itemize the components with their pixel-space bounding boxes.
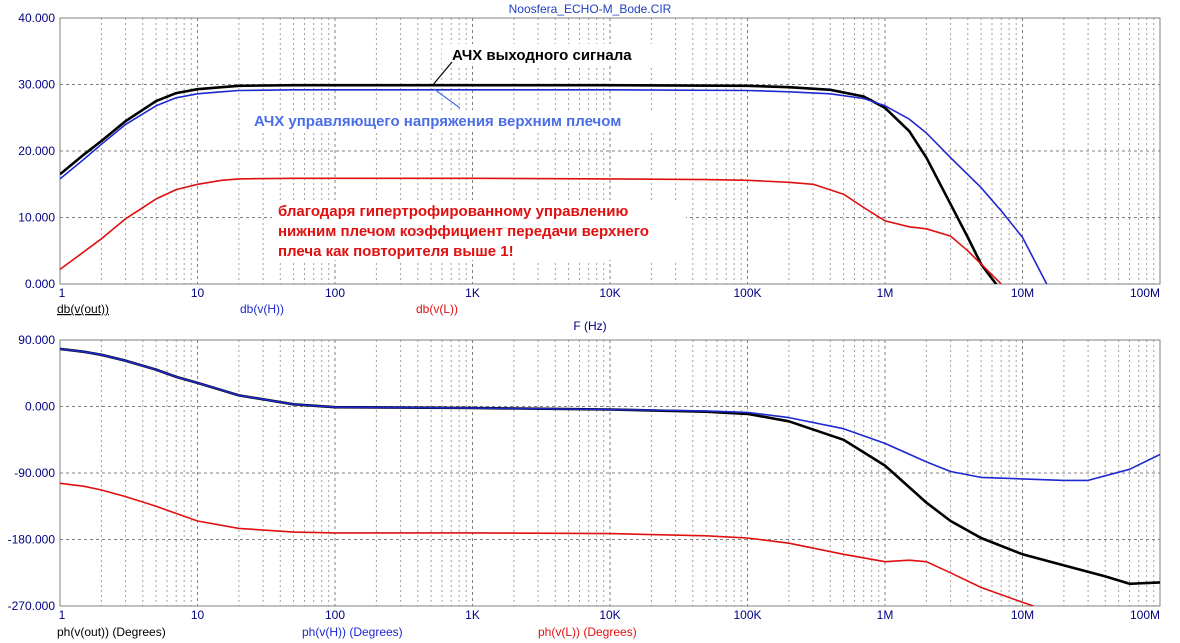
annotation-upper: АЧХ управляющего напряжения верхним плеч… (254, 113, 621, 130)
y-tick-label: 40.000 (18, 11, 55, 25)
x-tick-label: 10K (599, 608, 620, 622)
legend-label: db(v(H)) (240, 302, 284, 316)
x-tick-label: 1 (59, 608, 66, 622)
series-line-2 (60, 482, 1034, 606)
phase-panel: 1 10 100 1K 10K 100K 1M 10M 100M -270.000 -180.000… (8, 333, 1161, 639)
y-tick-label: 90.000 (18, 333, 55, 347)
y-tick-label: -180.000 (8, 533, 56, 547)
plot-frame (59, 17, 1161, 285)
y-tick-label: 0.000 (25, 277, 55, 291)
x-tick-label: 10M (1011, 286, 1034, 300)
x-tick-label: 1 (59, 286, 66, 300)
y-tick-label: 10.000 (18, 211, 55, 225)
x-tick-label: 10K (599, 286, 620, 300)
series-line-0 (60, 83, 998, 284)
y-tick-label: -270.000 (8, 599, 56, 613)
magnitude-panel: 1 10 100 1K 10K 100K 1M 10M 100M 0.000 10.000 20.00… (18, 11, 1161, 333)
y-tick-label: -90.000 (14, 466, 55, 480)
y-tick-label: 30.000 (18, 78, 55, 92)
x-axis-label: F (Hz) (573, 319, 606, 333)
x-tick-label: 100K (733, 608, 761, 622)
window-title: Noosfera_ECHO-M_Bode.CIR (509, 2, 672, 16)
y-tick-label: 20.000 (18, 144, 55, 158)
x-tick-label: 1K (465, 608, 480, 622)
x-tick-label: 10 (191, 286, 205, 300)
legend-label: db(v(L)) (416, 302, 458, 316)
annotation-note: благодаря гипертрофированному управлению (278, 203, 628, 220)
x-tick-label: 10M (1011, 608, 1034, 622)
annotation-note: нижним плечом коэффициент передачи верхн… (278, 223, 649, 240)
x-tick-label: 100M (1130, 608, 1160, 622)
annotations: АЧХ выходного сигнала АЧХ управляющего на… (248, 44, 686, 260)
annotation-note: плеча как повторителя выше 1! (278, 243, 514, 260)
annotation-leader (431, 61, 453, 87)
x-tick-label: 100K (733, 286, 761, 300)
annotation-output: АЧХ выходного сигнала (452, 47, 632, 64)
series-line-1 (60, 89, 1048, 284)
annotation-leader (433, 88, 461, 109)
x-tick-label: 100 (325, 608, 345, 622)
series-line-2 (60, 177, 1002, 284)
x-tick-label: 1K (465, 286, 480, 300)
legend-label: ph(v(out)) (Degrees) (57, 625, 166, 639)
x-tick-label: 100M (1130, 286, 1160, 300)
x-tick-label: 10 (191, 608, 205, 622)
x-tick-label: 1M (877, 286, 894, 300)
legend-label: db(v(out)) (57, 302, 109, 316)
x-tick-label: 100 (325, 286, 345, 300)
plot-frame (59, 339, 1161, 607)
y-tick-label: 0.000 (25, 400, 55, 414)
x-tick-label: 1M (877, 608, 894, 622)
legend-label: ph(v(H)) (Degrees) (302, 625, 403, 639)
legend-label: ph(v(L)) (Degrees) (538, 625, 637, 639)
series-line-1 (60, 348, 1160, 482)
